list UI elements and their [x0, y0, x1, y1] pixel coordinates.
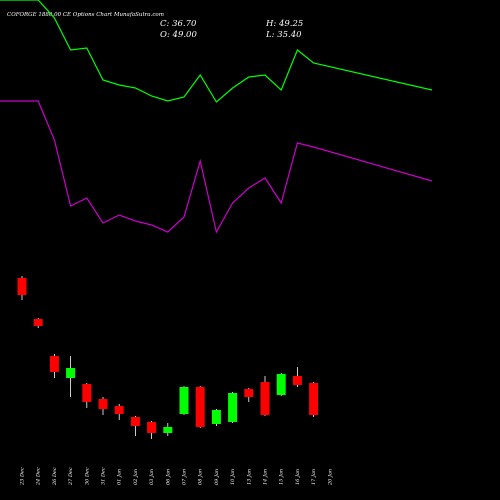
- candle-body: [211, 410, 221, 424]
- candle-body: [179, 387, 189, 414]
- candle-body: [147, 422, 157, 433]
- candle: [82, 383, 92, 408]
- x-tick-label: 07 Jan: [182, 469, 188, 485]
- candle-body: [195, 387, 205, 427]
- x-tick-label: 26 Dec: [52, 467, 58, 486]
- candle: [163, 423, 173, 436]
- candle-body: [82, 384, 92, 402]
- candle-body: [114, 406, 124, 414]
- candle: [114, 404, 124, 420]
- candle-body: [276, 374, 286, 395]
- candle-body: [244, 389, 254, 397]
- candle-body: [163, 427, 173, 433]
- candle: [309, 382, 319, 417]
- candle: [66, 356, 76, 397]
- candle: [33, 318, 43, 328]
- x-tick-label: 02 Jan: [133, 469, 139, 485]
- close-value: C: 36.70: [160, 19, 197, 29]
- x-tick-label: 20 Jan: [327, 469, 333, 486]
- x-axis-labels: 23 Dec 24 Dec 26 Dec 27 Dec 30 Dec 31 Dec 01 J…: [20, 467, 334, 486]
- x-tick-label: 15 Jan: [279, 469, 285, 485]
- candle-body: [228, 393, 238, 422]
- x-tick-label: 06 Jan: [165, 469, 171, 485]
- series-line-0: [0, 0, 433, 103]
- x-tick-label: 17 Jan: [311, 469, 317, 485]
- candle: [49, 354, 59, 378]
- x-tick-label: 31 Dec: [101, 467, 107, 485]
- candle-body: [33, 319, 43, 326]
- x-tick-label: 30 Dec: [84, 467, 90, 485]
- candle: [195, 386, 205, 428]
- open-value: O: 49.00: [160, 30, 197, 40]
- low-value: L: 35.40: [265, 30, 302, 40]
- x-tick-label: 16 Jan: [295, 469, 301, 485]
- series-line-1: [0, 100, 433, 234]
- candle: [211, 409, 221, 426]
- candle: [276, 373, 286, 396]
- indicator-lines: [0, 0, 433, 234]
- chart-title: COFORGE 1880.00 CE Options Chart MunafaS…: [7, 12, 164, 18]
- high-value: H: 49.25: [265, 19, 303, 29]
- x-tick-label: 09 Jan: [214, 469, 220, 485]
- candle: [130, 416, 140, 436]
- candle: [260, 376, 270, 416]
- x-tick-label: 10 Jan: [230, 469, 236, 485]
- candle: [292, 367, 302, 387]
- x-tick-label: 23 Dec: [20, 467, 26, 486]
- candle: [244, 388, 254, 402]
- candle: [228, 392, 238, 423]
- x-tick-label: 14 Jan: [263, 469, 269, 485]
- x-tick-label: 13 Jan: [246, 469, 252, 485]
- candles: [17, 276, 319, 439]
- candle: [98, 397, 108, 415]
- candle-body: [49, 356, 59, 372]
- x-tick-label: 03 Jan: [149, 469, 155, 485]
- candle-body: [17, 278, 27, 295]
- x-tick-label: 27 Dec: [68, 467, 74, 486]
- candle-body: [66, 368, 76, 378]
- candle: [147, 421, 157, 439]
- candle-body: [98, 399, 108, 409]
- x-tick-label: 08 Jan: [198, 469, 204, 485]
- x-tick-label: 01 Jan: [117, 469, 123, 485]
- candle-body: [260, 382, 270, 415]
- candle-body: [130, 417, 140, 426]
- x-tick-label: 24 Dec: [36, 467, 42, 486]
- candle-body: [292, 376, 302, 385]
- candle: [17, 276, 27, 300]
- candle-body: [309, 383, 319, 415]
- candle: [179, 386, 189, 415]
